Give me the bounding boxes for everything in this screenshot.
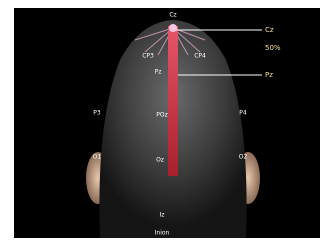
label: CP3 <box>142 53 154 60</box>
label: P4 <box>239 110 247 117</box>
label: Cz <box>169 12 176 19</box>
label: Oz <box>156 157 164 164</box>
callout: 50% <box>265 44 281 52</box>
label: Iz <box>160 212 165 219</box>
vertex-point <box>169 24 177 32</box>
label: Inion <box>155 230 170 237</box>
callout: Cz <box>265 26 274 34</box>
callout: Pz <box>265 71 273 79</box>
scene: Cz CP3 CP4 Pz P3 P4 POz O1 O2 Oz Iz Inio… <box>0 0 334 246</box>
label: CP4 <box>194 53 206 60</box>
label: O1 <box>93 154 102 161</box>
label: Pz <box>155 69 162 76</box>
label: O2 <box>239 154 248 161</box>
label: POz <box>156 112 168 119</box>
label: P3 <box>93 110 101 117</box>
measure-bar <box>168 26 178 176</box>
